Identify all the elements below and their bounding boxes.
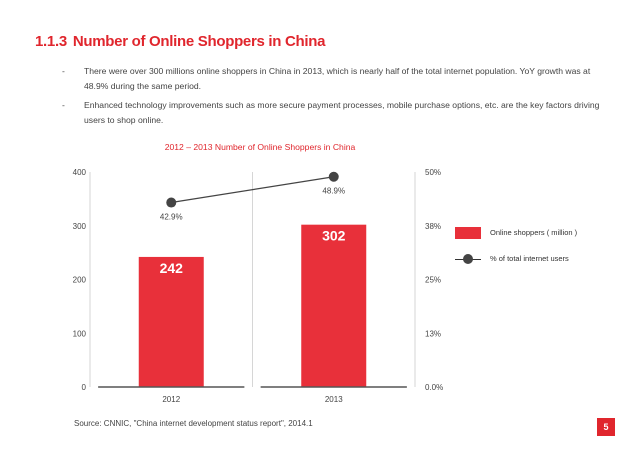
- line-point: [166, 197, 177, 208]
- y2-tick-label: 25%: [425, 276, 441, 285]
- bar: [301, 224, 367, 387]
- bar: [138, 256, 204, 387]
- section-heading: 1.1.3 Number of Online Shoppers in China: [35, 33, 326, 50]
- bullet-list: - There were over 300 millions online sh…: [62, 64, 602, 132]
- y2-tick-label: 38%: [425, 222, 441, 231]
- series-line: [171, 176, 334, 204]
- bullet-text: Enhanced technology improvements such as…: [84, 100, 600, 125]
- y2-tick-label: 0.0%: [425, 383, 443, 392]
- y-tick-label: 100: [73, 329, 87, 338]
- x-tick-label: 2013: [325, 395, 343, 404]
- y-tick-label: 200: [73, 276, 87, 285]
- legend-dot-swatch: [463, 254, 473, 264]
- legend-label: Online shoppers ( million ): [490, 228, 578, 237]
- source-note: Source: CNNIC, "China internet developme…: [74, 419, 313, 428]
- chart-title: 2012 – 2013 Number of Online Shoppers in…: [164, 142, 356, 152]
- page-number: 5: [597, 418, 615, 436]
- line-point: [328, 171, 339, 182]
- y2-tick-label: 50%: [425, 168, 441, 177]
- legend-bar-swatch: [455, 227, 481, 239]
- y-tick-label: 400: [73, 168, 87, 177]
- section-title: Number of Online Shoppers in China: [72, 33, 326, 50]
- bullet-dash: -: [62, 66, 65, 76]
- legend-label: % of total internet users: [490, 254, 569, 263]
- bullet-item: - Enhanced technology improvements such …: [62, 98, 602, 128]
- bullet-item: - There were over 300 millions online sh…: [62, 64, 602, 94]
- x-tick-label: 2012: [162, 395, 180, 404]
- bullet-text: There were over 300 millions online shop…: [84, 66, 591, 91]
- bar-value-label: 302: [322, 228, 346, 244]
- section-number: 1.1.3: [35, 33, 67, 50]
- line-point-label: 42.9%: [160, 213, 183, 222]
- y-tick-label: 0: [82, 383, 87, 392]
- y2-tick-label: 13%: [425, 329, 441, 338]
- bar-value-label: 242: [160, 260, 184, 276]
- y-tick-label: 300: [73, 222, 87, 231]
- line-point-label: 48.9%: [322, 187, 345, 196]
- bullet-dash: -: [62, 100, 65, 110]
